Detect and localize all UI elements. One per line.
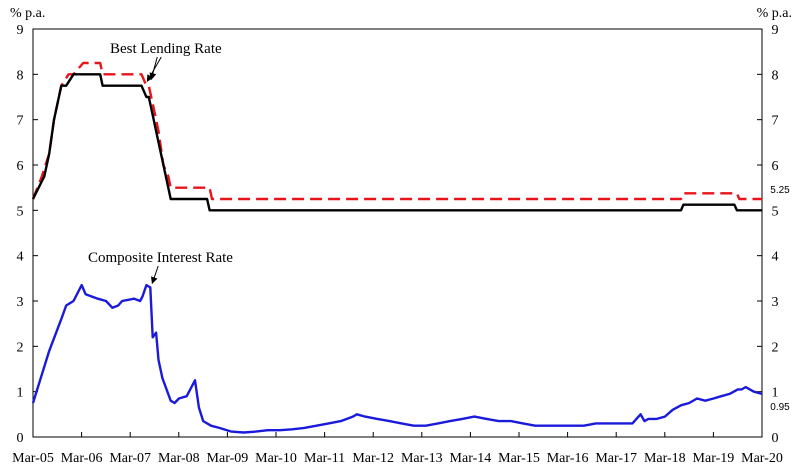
- plot-frame: [32, 28, 763, 438]
- y-tick-label-left: 9: [17, 23, 24, 38]
- annotation-label: Composite Interest Rate: [88, 250, 233, 266]
- annotations: Best Lending Rate Composite Interest Rate…: [88, 41, 790, 413]
- x-tick-label: Mar-18: [644, 451, 686, 466]
- y-tick-label-left: 5: [17, 204, 24, 219]
- x-tick-label: Mar-17: [595, 451, 637, 466]
- x-tick-label: Mar-19: [693, 451, 735, 466]
- y-tick-label-right: 9: [772, 23, 779, 38]
- x-tick-label: Mar-13: [401, 451, 443, 466]
- y-tick-label-left: 7: [17, 114, 24, 129]
- series-line-red-dashed: [31, 61, 762, 201]
- series-line-black: [31, 73, 762, 212]
- series-line-blue: [31, 283, 763, 434]
- y-tick-label-left: 6: [17, 159, 24, 174]
- annotation-arrow: [150, 265, 159, 285]
- y-tick-label-right: 4: [772, 250, 779, 265]
- y-tick-label-left: 8: [17, 68, 24, 83]
- y-tick-label-left: 0: [17, 431, 24, 446]
- y-tick-label-right: 3: [772, 295, 779, 310]
- x-tick-label: Mar-11: [304, 451, 345, 466]
- x-tick-label: Mar-08: [158, 451, 200, 466]
- y-tick-label-left: 1: [17, 386, 24, 401]
- y-tick-label-right: 6: [772, 159, 779, 174]
- y-tick-label-right: 5: [772, 204, 779, 219]
- y-tick-label-right: 7: [772, 114, 779, 129]
- x-tick-label: Mar-15: [498, 451, 540, 466]
- x-tick-label: Mar-20: [741, 451, 783, 466]
- y-tick-label-left: 3: [17, 295, 24, 310]
- y-tick-label-right: 2: [772, 340, 779, 355]
- y-unit-right: % p.a.: [757, 6, 792, 21]
- x-tick-label: Mar-09: [207, 451, 249, 466]
- x-axis: Mar-05 Mar-06 Mar-07 Mar-08 Mar-09 Mar-10 Mar-…: [12, 432, 783, 466]
- y-axis-right: 0 1 2 3 4 5 6 7 8 9: [757, 23, 779, 446]
- series-layer: [31, 61, 763, 434]
- x-tick-label: Mar-10: [255, 451, 297, 466]
- x-tick-label: Mar-06: [61, 451, 103, 466]
- y-tick-label-left: 2: [17, 340, 24, 355]
- x-tick-label: Mar-12: [352, 451, 394, 466]
- y-tick-label-right: 0: [772, 431, 779, 446]
- annotation-arrow: [146, 56, 162, 83]
- y-unit-left: % p.a.: [10, 6, 45, 21]
- end-value-label: 5.25: [770, 185, 790, 196]
- x-tick-label: Mar-16: [547, 451, 589, 466]
- x-tick-label: Mar-07: [109, 451, 151, 466]
- y-tick-label-right: 8: [772, 68, 779, 83]
- y-axis-left: 0 1 2 3 4 5 6 7 8 9: [17, 23, 38, 446]
- x-tick-label: Mar-14: [450, 451, 492, 466]
- y-tick-label-right: 1: [772, 386, 779, 401]
- y-tick-label-left: 4: [17, 250, 24, 265]
- x-tick-label: Mar-05: [12, 451, 54, 466]
- end-value-label: 0.95: [770, 402, 790, 413]
- annotation-label: Best Lending Rate: [110, 41, 222, 57]
